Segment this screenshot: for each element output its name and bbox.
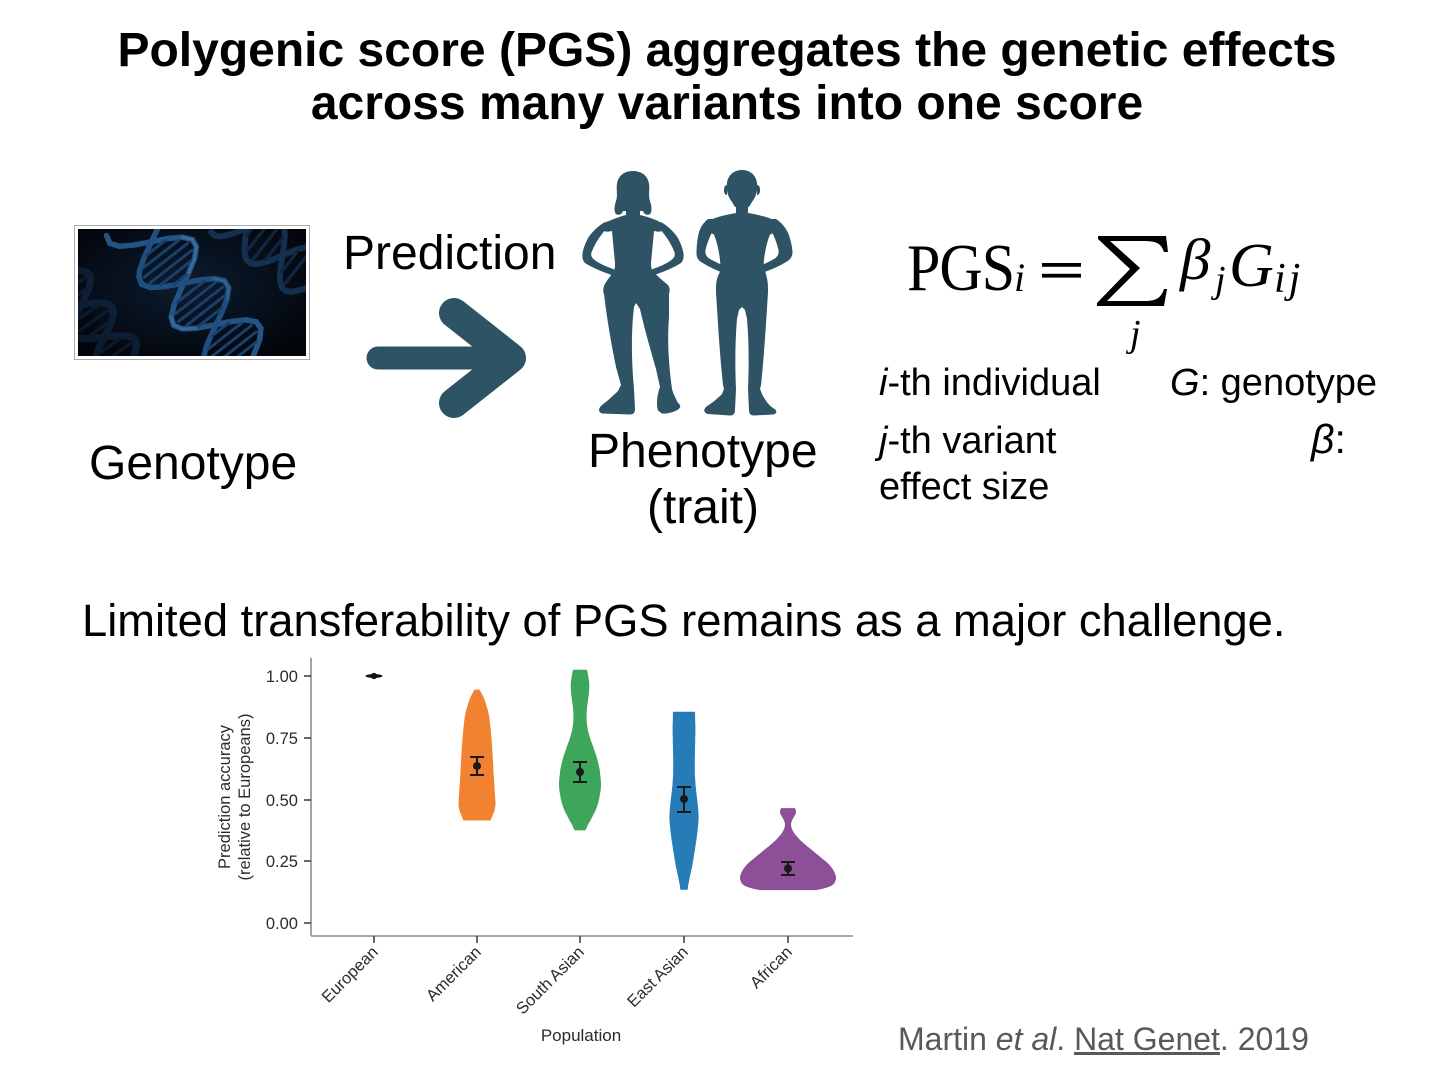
svg-text:European: European (318, 943, 381, 1006)
svg-text:(relative to Europeans): (relative to Europeans) (236, 714, 254, 881)
svg-text:0.50: 0.50 (266, 792, 298, 810)
svg-text:East Asian: East Asian (624, 943, 692, 1011)
svg-text:African: African (747, 943, 796, 992)
svg-text:American: American (423, 943, 485, 1005)
svg-text:0.75: 0.75 (266, 730, 298, 748)
svg-text:Prediction accuracy: Prediction accuracy (216, 724, 234, 869)
svg-text:South Asian: South Asian (513, 943, 588, 1018)
svg-text:0.25: 0.25 (266, 853, 298, 871)
svg-text:1.00: 1.00 (266, 668, 298, 686)
svg-text:0.00: 0.00 (266, 915, 298, 933)
svg-text:Population: Population (541, 1026, 621, 1045)
